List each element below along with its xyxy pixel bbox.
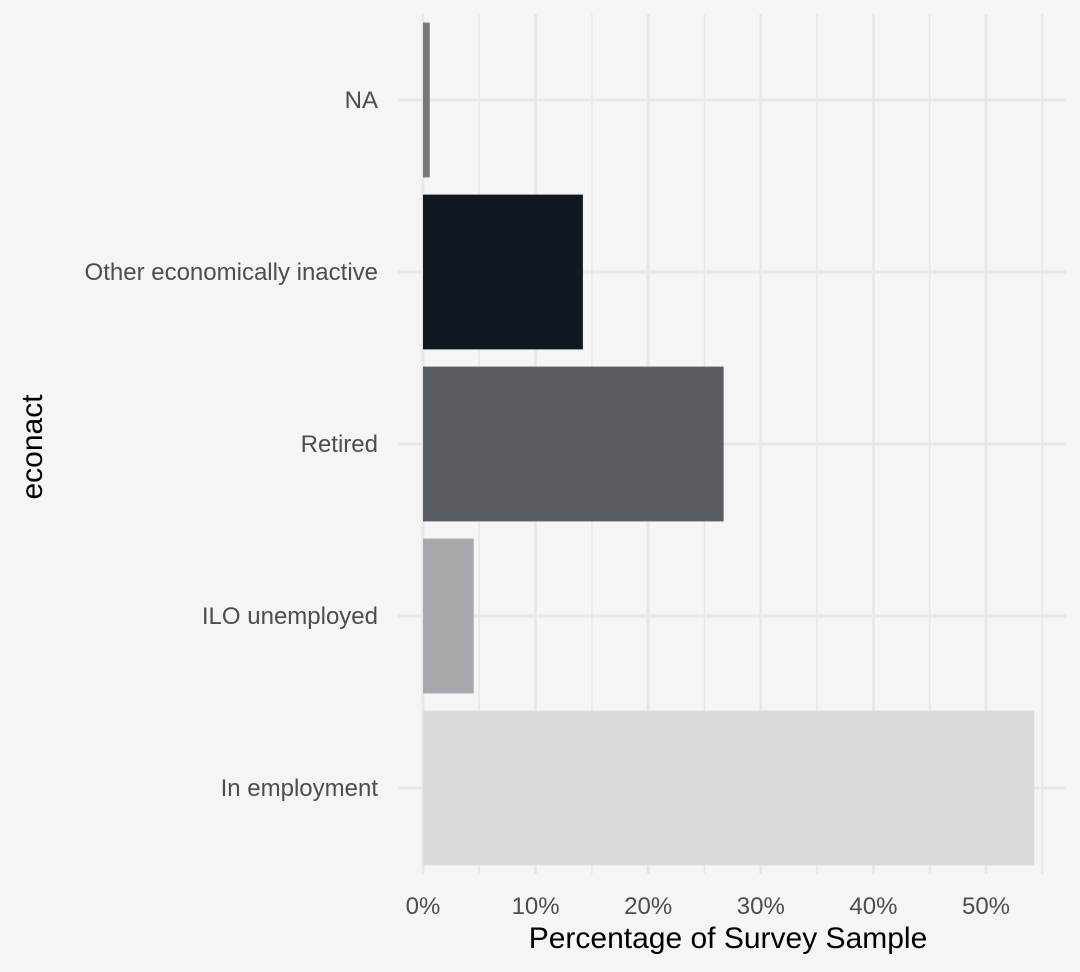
x-tick-label: 0% xyxy=(406,893,441,920)
x-tick-label: 50% xyxy=(962,893,1010,920)
bar xyxy=(423,710,1035,866)
x-tick-label: 40% xyxy=(849,893,897,920)
x-tick-label: 20% xyxy=(624,893,672,920)
y-tick-label: NA xyxy=(345,87,378,114)
x-tick-labels: 0% 10% 20% 30% 40% 50% xyxy=(406,893,1010,920)
x-axis-title: Percentage of Survey Sample xyxy=(529,922,928,955)
y-axis-title: econact xyxy=(16,394,49,500)
bar xyxy=(423,366,724,522)
y-tick-label: ILO unemployed xyxy=(202,603,378,630)
y-tick-label: Other economically inactive xyxy=(85,259,378,286)
x-tick-label: 30% xyxy=(737,893,785,920)
bar xyxy=(423,22,430,178)
y-tick-labels: In employment ILO unemployed Retired Other … xyxy=(85,87,379,802)
bar xyxy=(423,194,583,350)
y-tick-label: In employment xyxy=(221,775,379,802)
bars xyxy=(423,22,1035,866)
y-tick-label: Retired xyxy=(301,431,378,458)
x-tick-label: 10% xyxy=(512,893,560,920)
bar xyxy=(423,538,474,694)
